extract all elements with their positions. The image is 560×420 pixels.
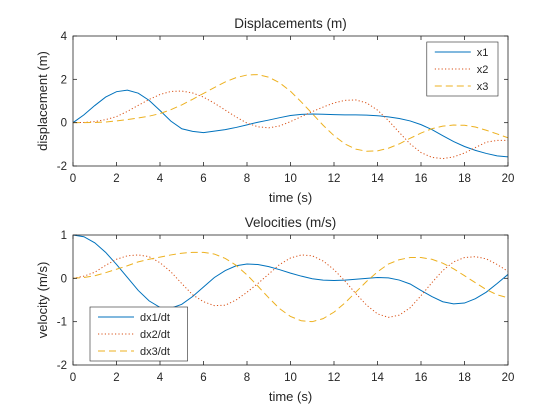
- x-axis-label: time (s): [269, 190, 312, 205]
- y-tick-label: -1: [57, 317, 67, 329]
- x-tick-label: 10: [284, 372, 297, 384]
- x-tick-label: 16: [415, 372, 428, 384]
- legend: x1 x2 x3: [426, 41, 499, 97]
- series-line-dx2/dt: [73, 254, 508, 318]
- series-line-x3: [73, 74, 508, 152]
- x-tick-label: 8: [244, 372, 250, 384]
- x-tick-label: 12: [328, 372, 341, 384]
- x-tick-label: 20: [502, 173, 515, 185]
- x-tick-label: 14: [371, 372, 384, 384]
- y-tick-label: 0: [61, 118, 67, 130]
- x-tick-label: 0: [70, 173, 76, 185]
- x-tick-label: 6: [200, 372, 206, 384]
- x-tick-label: 18: [458, 173, 471, 185]
- series-line-dx3/dt: [73, 251, 508, 323]
- legend-label: x1: [477, 47, 489, 59]
- y-tick-label: -2: [57, 161, 67, 173]
- x-tick-label: 4: [157, 173, 164, 185]
- legend-label: dx3/dt: [140, 346, 170, 358]
- x-tick-label: 0: [70, 372, 76, 384]
- x-tick-label: 6: [200, 173, 206, 185]
- x-tick-label: 8: [244, 173, 250, 185]
- x-tick-label: 18: [458, 372, 471, 384]
- chart-panel-2: 0 2 4 6 8 10 12 14 16 18 20 -2 -1 0 1 Velocities (m/s) t…: [35, 215, 514, 404]
- y-tick-label: 0: [61, 273, 67, 285]
- legend-label: dx1/dt: [140, 312, 170, 324]
- y-axis-label: velocity (m/s): [35, 262, 50, 339]
- x-tick-label: 4: [157, 372, 164, 384]
- legend-label: x2: [477, 64, 489, 76]
- legend-label: dx2/dt: [140, 329, 170, 341]
- legend: dx1/dt dx2/dt dx3/dt: [89, 306, 188, 362]
- y-tick-label: 1: [61, 230, 67, 242]
- x-tick-label: 16: [415, 173, 428, 185]
- chart-title: Velocities (m/s): [245, 215, 337, 230]
- x-axis-label: time (s): [269, 389, 312, 404]
- chart-title: Displacements (m): [234, 16, 347, 31]
- y-tick-label: 4: [61, 31, 68, 43]
- series-line-dx1/dt: [73, 235, 508, 309]
- series-group: [73, 74, 508, 160]
- y-tick-label: 2: [61, 74, 67, 86]
- x-tick-label: 12: [328, 173, 341, 185]
- series-group: [73, 235, 508, 323]
- y-tick-label: -2: [57, 360, 67, 372]
- legend-box: [89, 306, 188, 362]
- legend-label: x3: [477, 81, 489, 93]
- x-tick-label: 2: [113, 173, 119, 185]
- series-line-x1: [73, 89, 508, 158]
- y-axis-label: displacement (m): [35, 51, 50, 151]
- x-tick-label: 10: [284, 173, 297, 185]
- x-tick-label: 20: [502, 372, 515, 384]
- x-tick-label: 2: [113, 372, 119, 384]
- x-tick-label: 14: [371, 173, 384, 185]
